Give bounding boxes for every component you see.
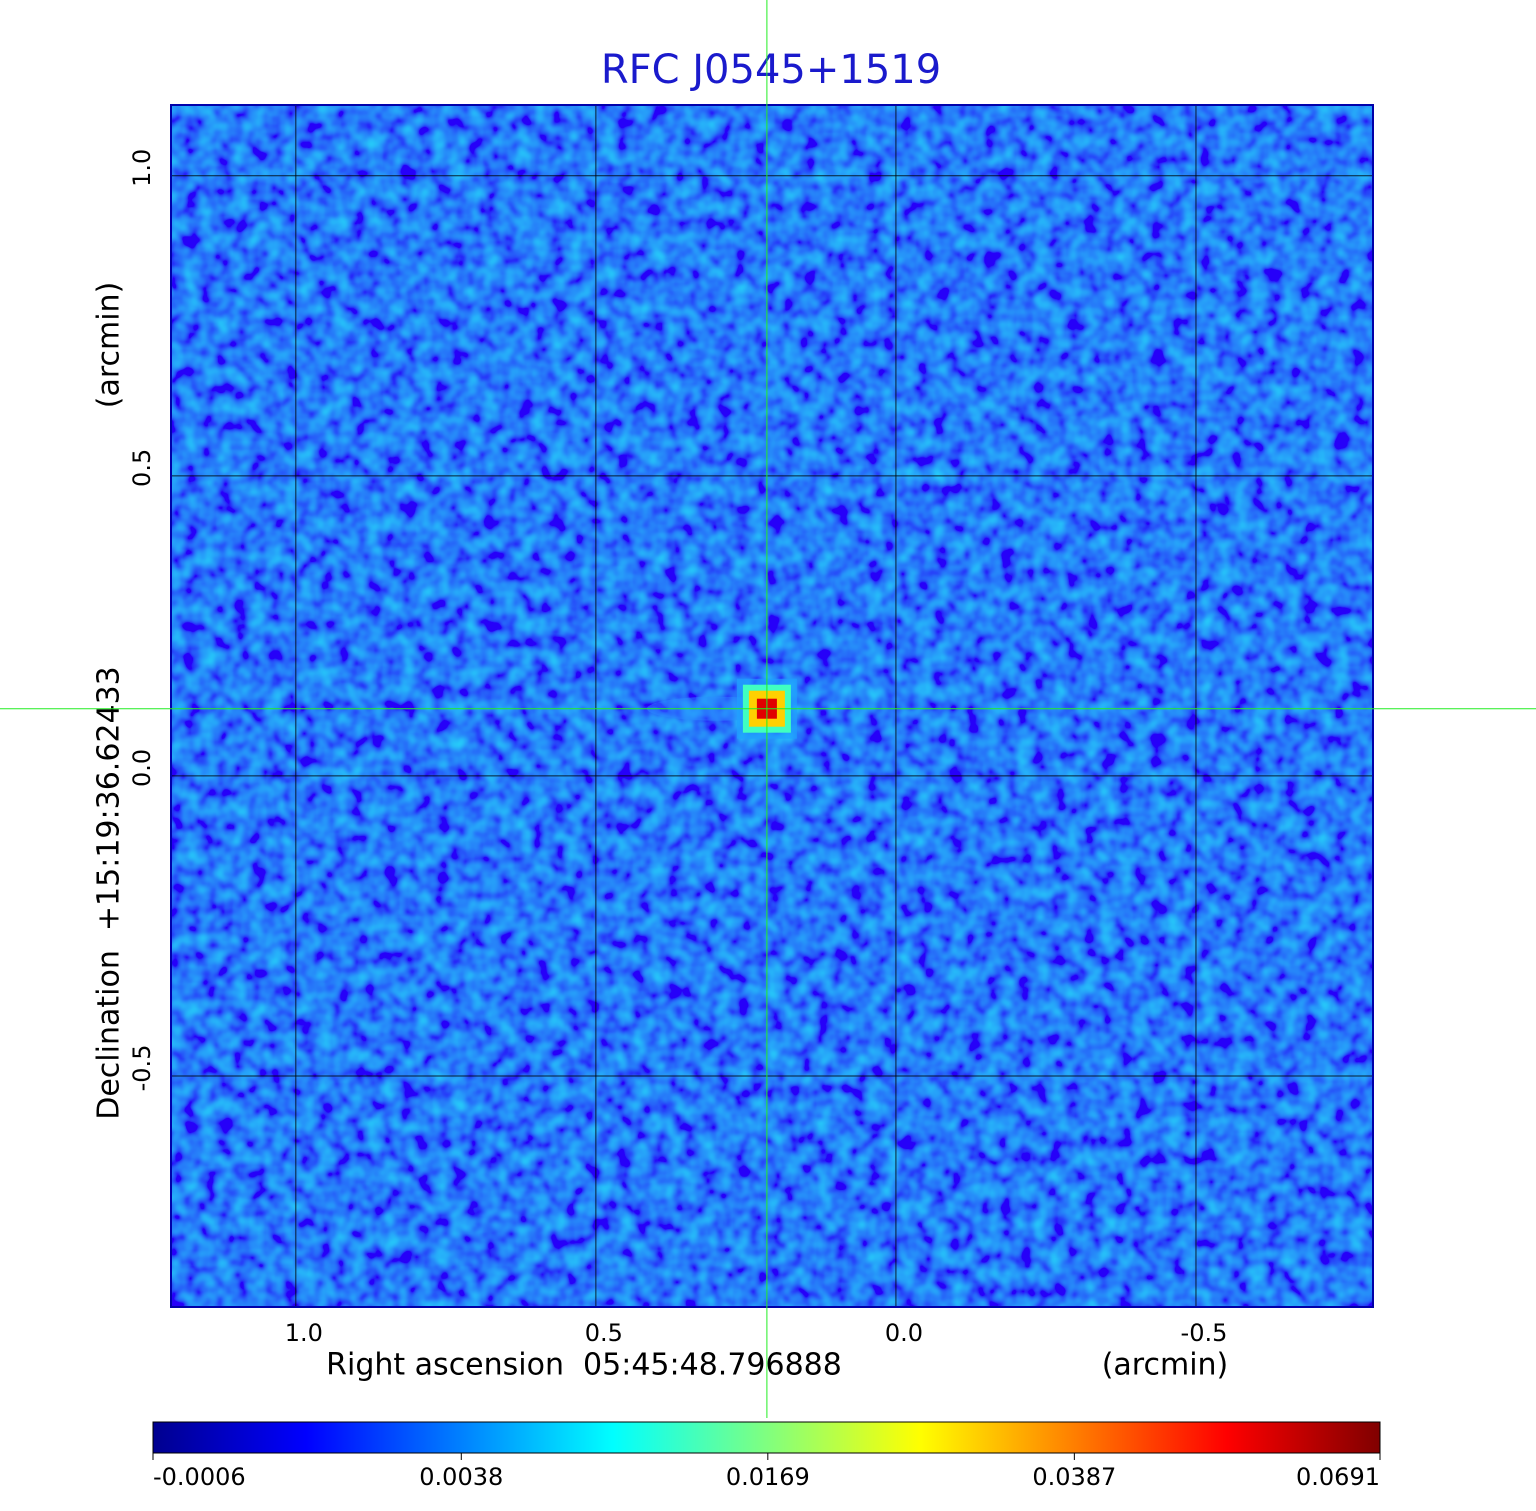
frame xyxy=(170,104,1374,1308)
x-tick-label: -0.5 xyxy=(1181,1319,1228,1347)
x-tick-label: 0.5 xyxy=(585,1319,623,1347)
y-axis-unit: (arcmin) xyxy=(92,282,127,409)
x-tick-label: 0.0 xyxy=(885,1319,923,1347)
y-axis-label: Declination +15:19:36.62433 xyxy=(92,666,127,1120)
y-tick-label: 0.5 xyxy=(128,449,156,487)
x-axis-unit: (arcmin) xyxy=(1102,1348,1229,1383)
x-axis-label: Right ascension 05:45:48.796888 xyxy=(326,1348,842,1383)
colorbar-tick-label: 0.0038 xyxy=(419,1463,503,1491)
y-tick-label: 0.0 xyxy=(128,749,156,787)
colorbar-tick-label: 0.0691 xyxy=(1296,1463,1380,1491)
colorbar xyxy=(152,1421,1381,1454)
chart-title: RFC J0545+1519 xyxy=(601,47,941,93)
colorbar-tick-label: 0.0169 xyxy=(726,1463,810,1491)
colorbar-tick-label: 0.0387 xyxy=(1032,1463,1116,1491)
colorbar-tick-label: -0.0006 xyxy=(153,1463,246,1491)
y-tick-label: -0.5 xyxy=(128,1045,156,1092)
x-tick-label: 1.0 xyxy=(285,1319,323,1347)
y-tick-label: 1.0 xyxy=(128,149,156,187)
